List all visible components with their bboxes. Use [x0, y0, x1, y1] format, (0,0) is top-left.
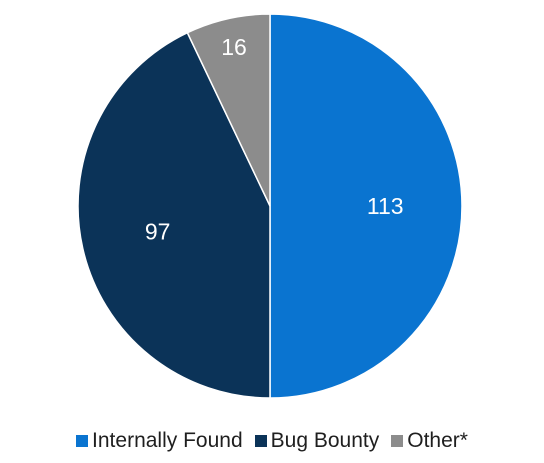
data-label-internally-found: 113 — [367, 193, 404, 219]
legend-item-internally-found: Internally Found — [76, 429, 243, 453]
data-label-other: 16 — [221, 34, 247, 60]
legend-label-internally-found: Internally Found — [92, 429, 243, 452]
legend-item-bug-bounty: Bug Bounty — [254, 429, 380, 453]
chart-legend: Internally Found Bug Bounty Other* — [0, 429, 544, 453]
pie-slice-internally-found — [269, 13, 463, 399]
pie-slice-bug-bounty — [77, 31, 271, 399]
legend-swatch-internally-found — [76, 435, 89, 447]
pie-data-labels: 113 97 16 — [145, 34, 404, 245]
legend-label-bug-bounty: Bug Bounty — [270, 429, 380, 452]
legend-item-other: Other* — [391, 429, 468, 453]
data-label-bug-bounty: 97 — [145, 218, 171, 244]
legend-label-other: Other* — [407, 429, 468, 452]
legend-swatch-bug-bounty — [254, 435, 267, 447]
legend-swatch-other — [391, 435, 404, 447]
pie-slice-other — [186, 13, 271, 207]
pie-slices — [77, 13, 463, 399]
